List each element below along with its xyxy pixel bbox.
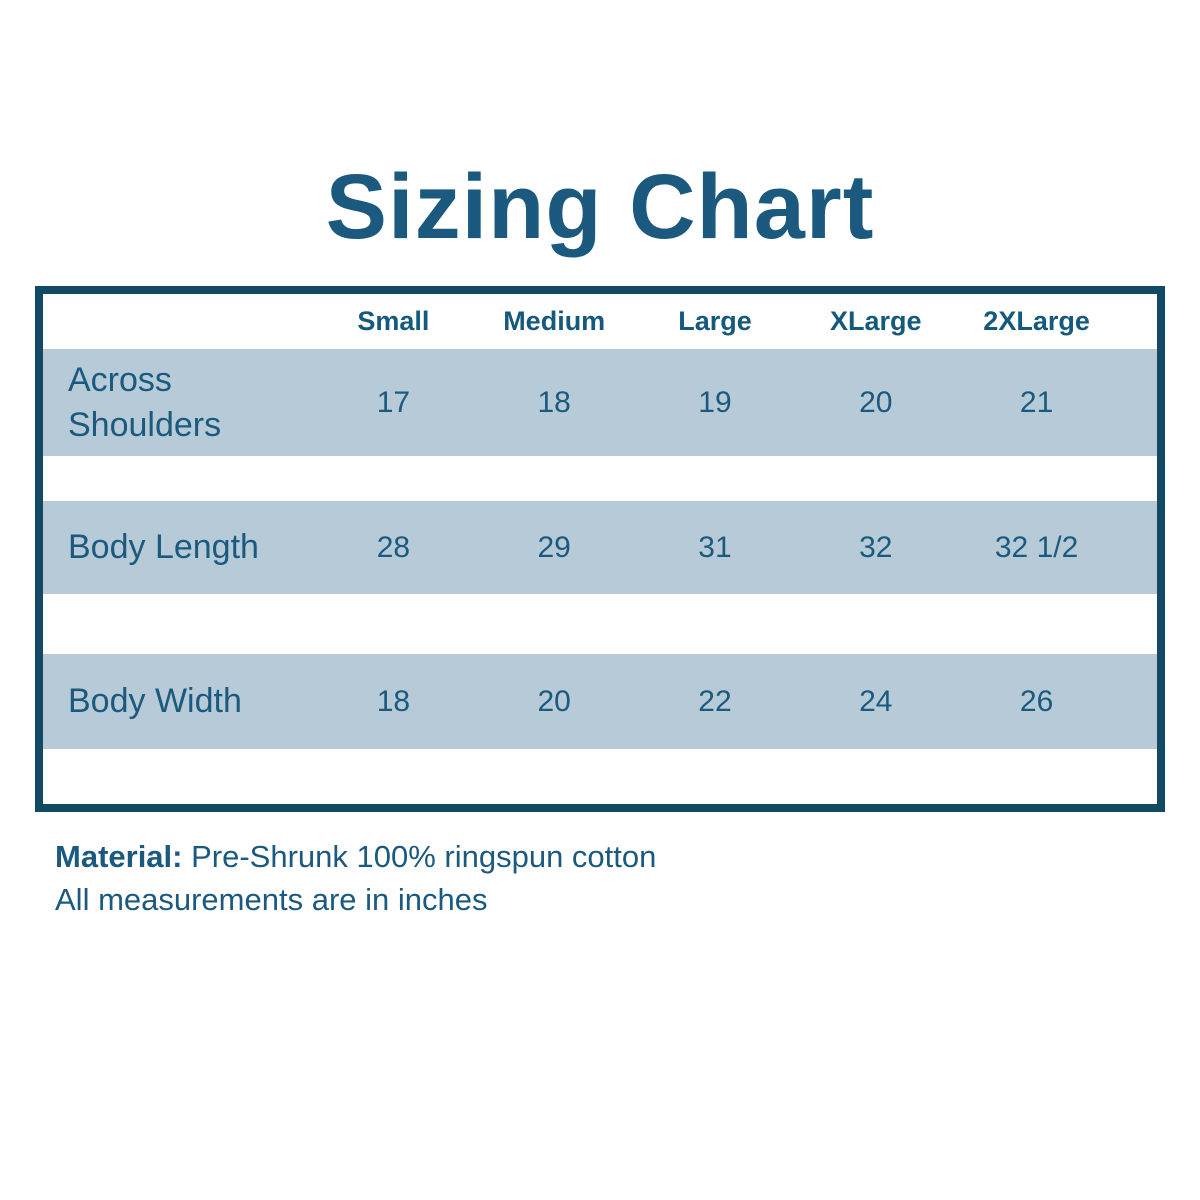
row-label: Body Length [68, 528, 259, 567]
cell-value: 32 1/2 [994, 530, 1079, 564]
column-header-small: Small [357, 306, 430, 336]
cell-value: 32 [859, 530, 893, 564]
row-separator [43, 594, 1157, 654]
row-label: Body Width [68, 682, 242, 721]
cell-value: 18 [537, 385, 571, 419]
column-header-xlarge: XLarge [830, 306, 922, 336]
row-separator [43, 456, 1157, 501]
table-bottom-filler [43, 749, 1157, 804]
sizing-table: Small Medium Large XLarge 2XLarge Across… [35, 286, 1165, 812]
cell-value: 21 [1019, 385, 1054, 419]
cell-value: 17 [376, 385, 411, 419]
material-value: Pre-Shrunk 100% ringspun cotton [182, 839, 657, 874]
table-row-across-shoulders: Across Shoulders 17 18 19 20 21 [43, 349, 1157, 456]
row-label: Across Shoulders [68, 360, 222, 444]
cell-value: 24 [859, 684, 893, 718]
table-row-body-length: Body Length 28 29 31 32 32 1/2 [43, 501, 1157, 594]
column-header-2xlarge: 2XLarge [983, 306, 1090, 336]
cell-value: 31 [698, 530, 732, 564]
cell-value: 20 [859, 385, 893, 419]
cell-value: 28 [376, 530, 411, 564]
cell-value: 22 [698, 684, 732, 718]
cell-value: 29 [537, 530, 571, 564]
footer-notes: Material: Pre-Shrunk 100% ringspun cotto… [55, 836, 1200, 922]
table-row-body-width: Body Width 18 20 22 24 26 [43, 654, 1157, 749]
cell-value: 18 [376, 684, 411, 718]
column-header-large: Large [678, 306, 752, 336]
material-label: Material: [55, 839, 183, 874]
cell-value: 19 [698, 385, 732, 419]
material-line: Material: Pre-Shrunk 100% ringspun cotto… [55, 836, 1200, 879]
page-title: Sizing Chart [325, 156, 875, 258]
column-header-medium: Medium [503, 306, 606, 336]
cell-value: 20 [537, 684, 571, 718]
table-header-row: Small Medium Large XLarge 2XLarge [43, 294, 1157, 349]
cell-value: 26 [1019, 684, 1054, 718]
measurements-note: All measurements are in inches [55, 881, 488, 917]
